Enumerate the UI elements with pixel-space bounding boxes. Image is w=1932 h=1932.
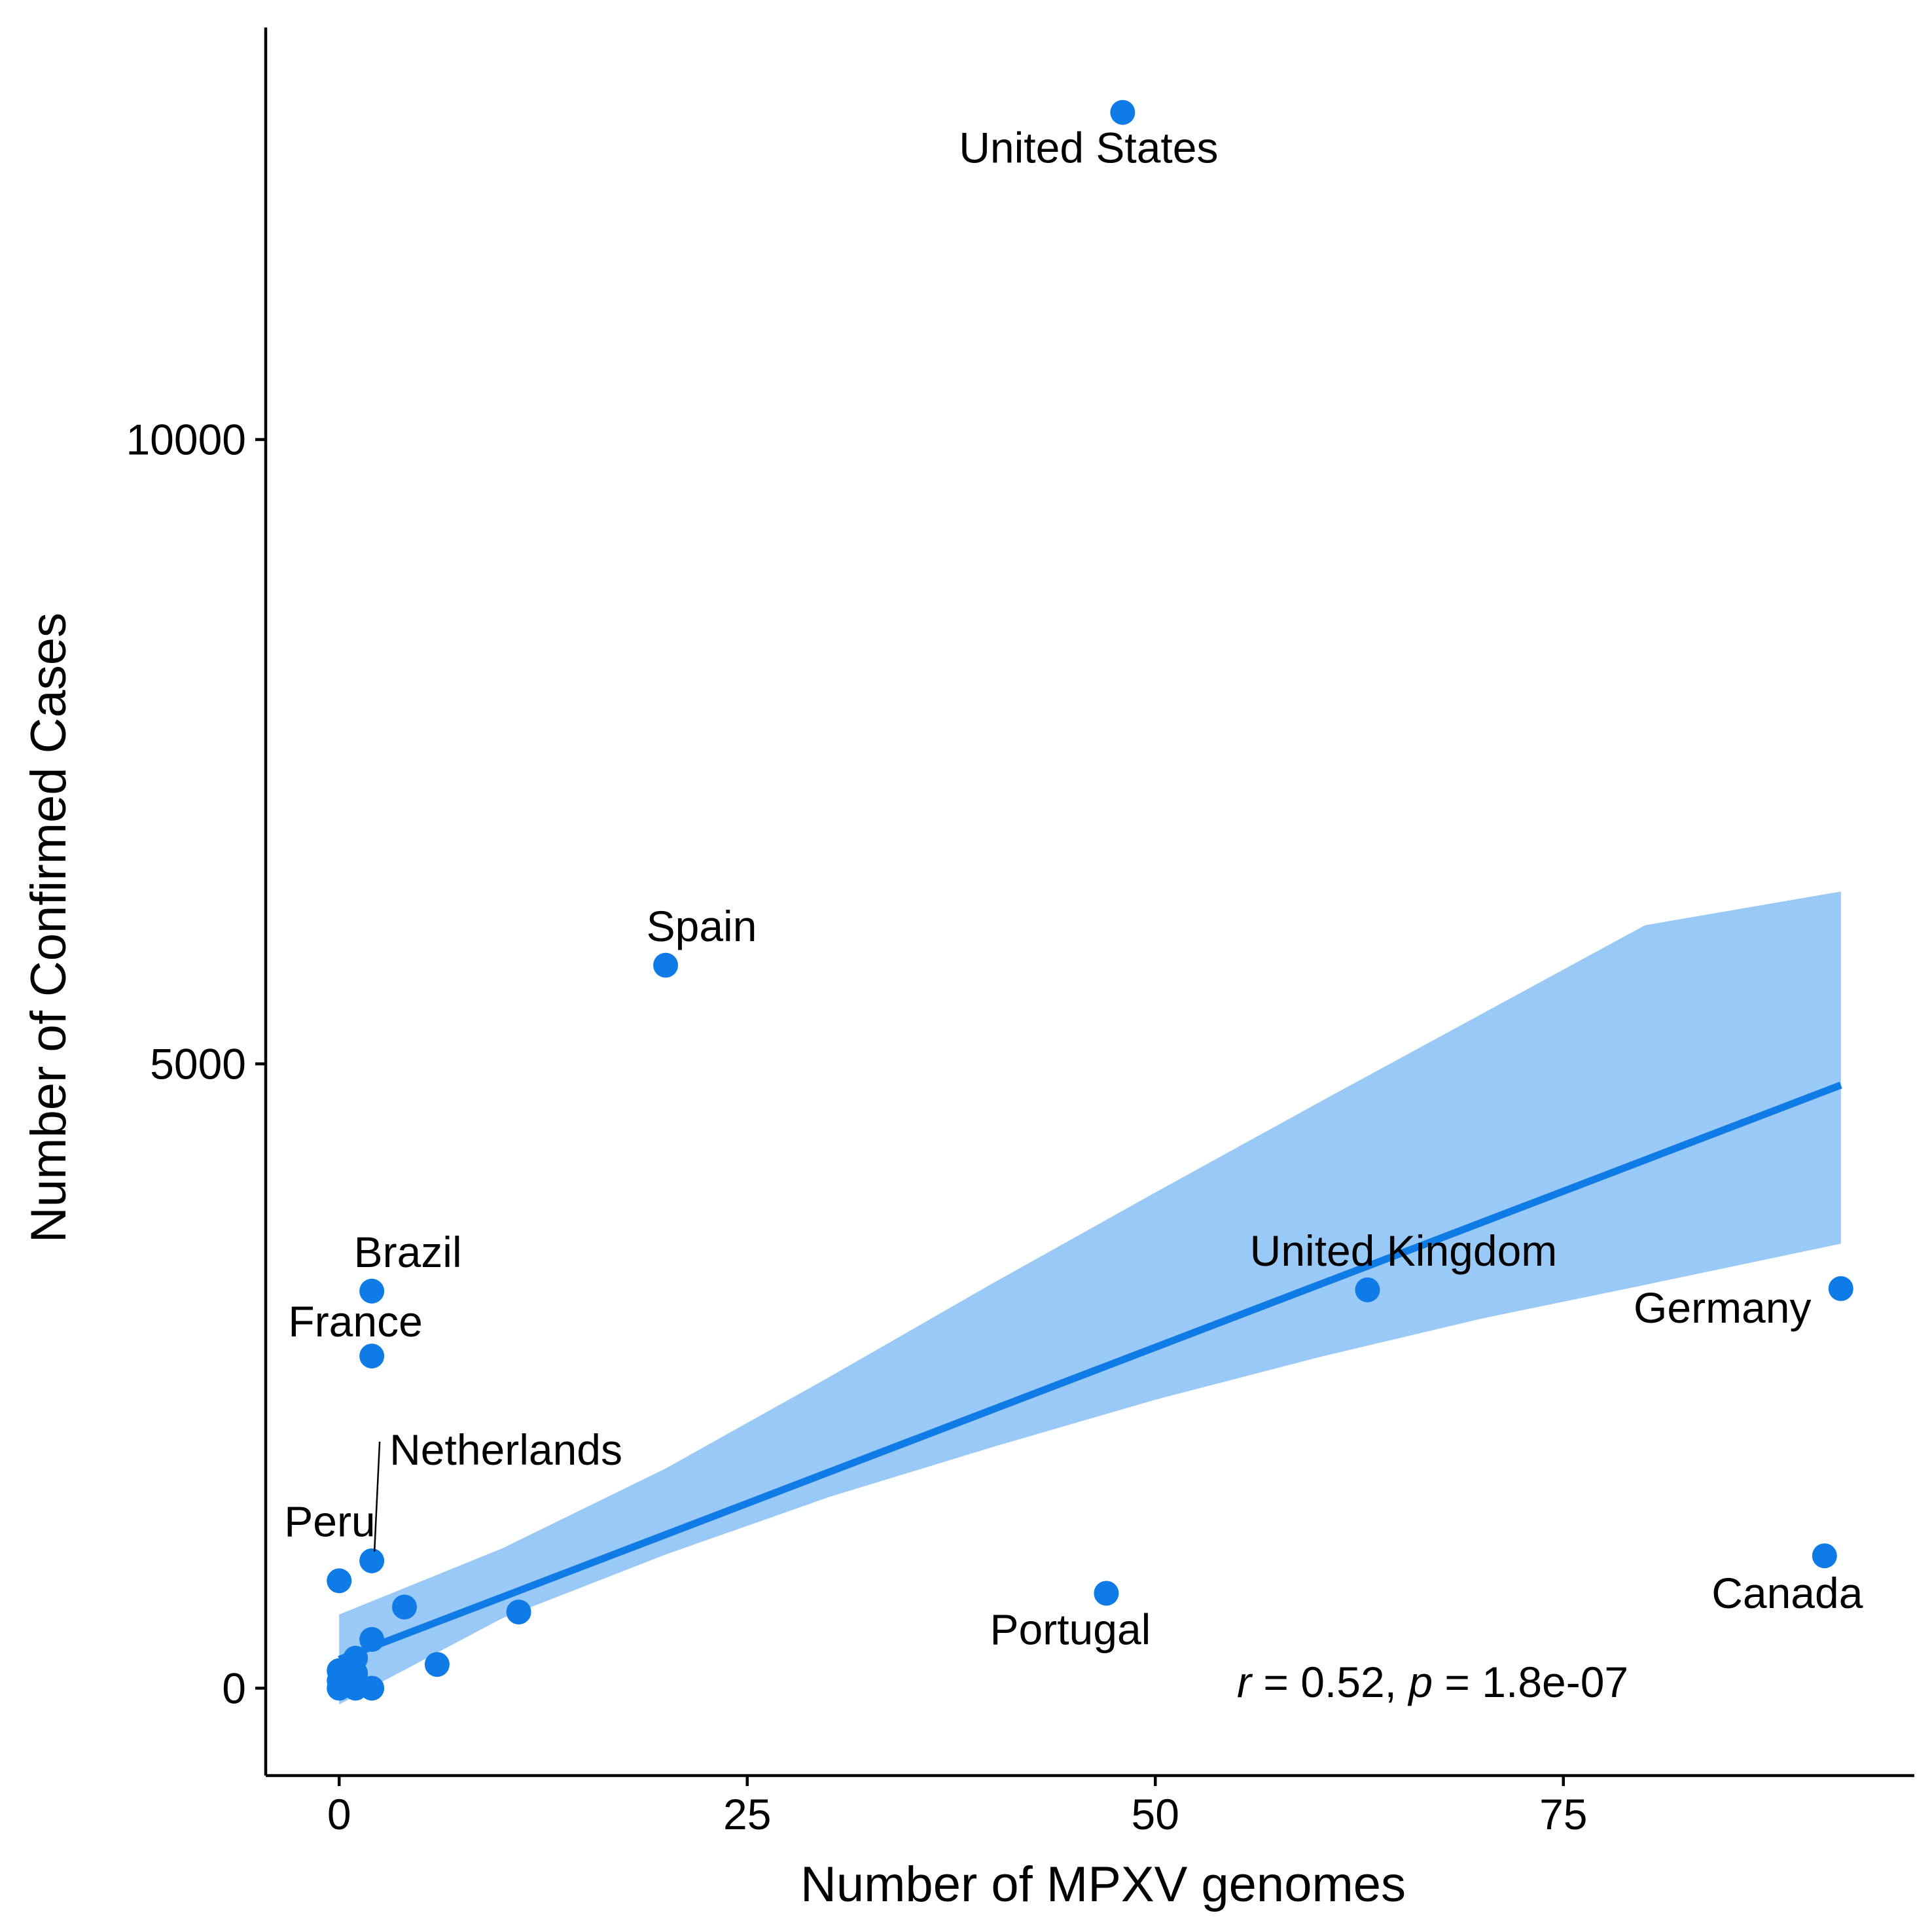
point-label: France — [288, 1297, 422, 1346]
x-tick-label: 0 — [327, 1790, 351, 1838]
confidence-band — [339, 891, 1841, 1705]
point-label: United States — [959, 124, 1218, 172]
x-axis-title: Number of MPXV genomes — [800, 1857, 1406, 1912]
label-leader-line — [373, 1441, 381, 1552]
data-point — [653, 952, 679, 978]
point-label: Germany — [1634, 1283, 1811, 1332]
data-point — [1110, 99, 1136, 125]
data-point — [359, 1627, 385, 1653]
point-label: Canada — [1711, 1569, 1863, 1617]
point-label: Spain — [647, 902, 757, 950]
data-point — [359, 1343, 385, 1368]
data-point — [1812, 1543, 1837, 1569]
data-point — [359, 1278, 385, 1304]
point-label: Netherlands — [389, 1425, 622, 1474]
axes-layer — [264, 27, 1914, 1778]
data-points-layer — [327, 99, 1853, 1701]
data-point — [506, 1600, 531, 1625]
p-symbol: p — [1407, 1658, 1433, 1706]
data-point — [1094, 1581, 1119, 1606]
y-axis-title: Number of Confirmed Cases — [21, 613, 77, 1243]
point-labels-layer: United States Spain Brazil France Netherland… — [284, 124, 1863, 1654]
data-point — [424, 1652, 450, 1677]
y-tick-label: 5000 — [150, 1040, 246, 1088]
data-point — [359, 1675, 385, 1701]
ticks-layer: 0 25 50 75 0 5000 10000 — [126, 416, 1587, 1838]
data-point — [391, 1594, 417, 1620]
r-symbol: r — [1237, 1658, 1253, 1706]
p-value: = 1.8e-07 — [1433, 1658, 1628, 1706]
r-value: = 0.52, — [1251, 1658, 1408, 1706]
x-tick-label: 50 — [1132, 1790, 1179, 1838]
x-tick-label: 25 — [723, 1790, 771, 1838]
y-tick-label: 0 — [222, 1664, 246, 1712]
regression-line-layer — [338, 1081, 1842, 1663]
data-point — [1828, 1276, 1853, 1301]
correlation-annotation: r = 0.52, p = 1.8e-07 — [1237, 1658, 1628, 1706]
point-label: Brazil — [354, 1228, 462, 1276]
y-tick-label: 10000 — [126, 416, 246, 464]
x-tick-label: 75 — [1539, 1790, 1587, 1838]
data-point — [327, 1568, 352, 1594]
data-point — [359, 1548, 385, 1573]
point-label: United Kingdom — [1250, 1226, 1558, 1275]
point-label: Portugal — [990, 1605, 1151, 1653]
confidence-band-layer — [339, 891, 1841, 1705]
data-point — [1355, 1277, 1380, 1302]
point-label: Peru — [284, 1497, 375, 1545]
regression-line — [338, 1081, 1842, 1663]
